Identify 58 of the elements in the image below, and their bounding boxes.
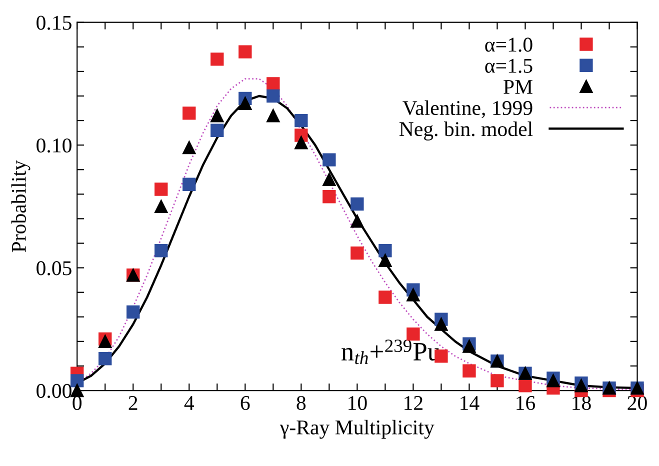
point <box>406 288 420 302</box>
x-tick-label: 8 <box>296 396 306 410</box>
point <box>210 52 224 66</box>
point <box>70 374 84 388</box>
point <box>154 244 168 258</box>
point <box>350 214 364 228</box>
legend-label: Valentine, 1999 <box>402 100 532 118</box>
point <box>462 364 476 378</box>
point <box>98 352 112 366</box>
point <box>294 114 308 128</box>
point <box>350 197 364 211</box>
legend-label: Neg. bin. model <box>399 121 533 140</box>
point <box>154 182 168 196</box>
point <box>350 246 364 260</box>
point <box>154 200 168 214</box>
point <box>546 374 560 388</box>
point <box>378 244 392 258</box>
point <box>266 89 280 103</box>
point <box>322 153 336 166</box>
point <box>266 77 280 90</box>
point <box>126 305 140 319</box>
point <box>98 334 112 348</box>
x-tick-label: 4 <box>184 396 194 410</box>
legend-label: α=1.5 <box>485 58 532 73</box>
point <box>238 45 252 58</box>
point <box>70 384 84 398</box>
legend-label: α=1.0 <box>485 38 532 52</box>
point <box>378 254 392 268</box>
y-tick-label: 0.10 <box>36 138 72 153</box>
point <box>518 379 532 392</box>
x-tick-label: 14 <box>460 396 480 410</box>
point <box>182 178 196 191</box>
point <box>574 379 588 392</box>
x-tick-label: 6 <box>240 396 250 410</box>
point <box>238 96 252 110</box>
point <box>210 109 224 122</box>
point <box>490 374 504 388</box>
x-tick-label: 16 <box>516 396 536 410</box>
point <box>294 136 308 150</box>
point <box>322 172 336 186</box>
point <box>378 290 392 304</box>
point <box>266 109 280 122</box>
point <box>462 340 476 353</box>
x-tick-label: 10 <box>348 396 367 410</box>
y-tick-label: 0.00 <box>36 384 72 398</box>
x-tick-label: 2 <box>128 396 138 410</box>
point <box>434 318 448 331</box>
point <box>182 140 196 154</box>
x-tick-label: 12 <box>404 396 422 410</box>
y-axis-title: Probability <box>11 160 30 252</box>
legend-label: PM <box>504 80 532 94</box>
x-axis-title: γ-Ray Multiplicity <box>280 420 434 439</box>
point <box>406 327 420 341</box>
point <box>210 124 224 137</box>
y-tick-label: 0.05 <box>36 261 72 276</box>
y-tick-label: 0.15 <box>36 16 72 30</box>
point <box>182 106 196 120</box>
point <box>322 190 336 204</box>
